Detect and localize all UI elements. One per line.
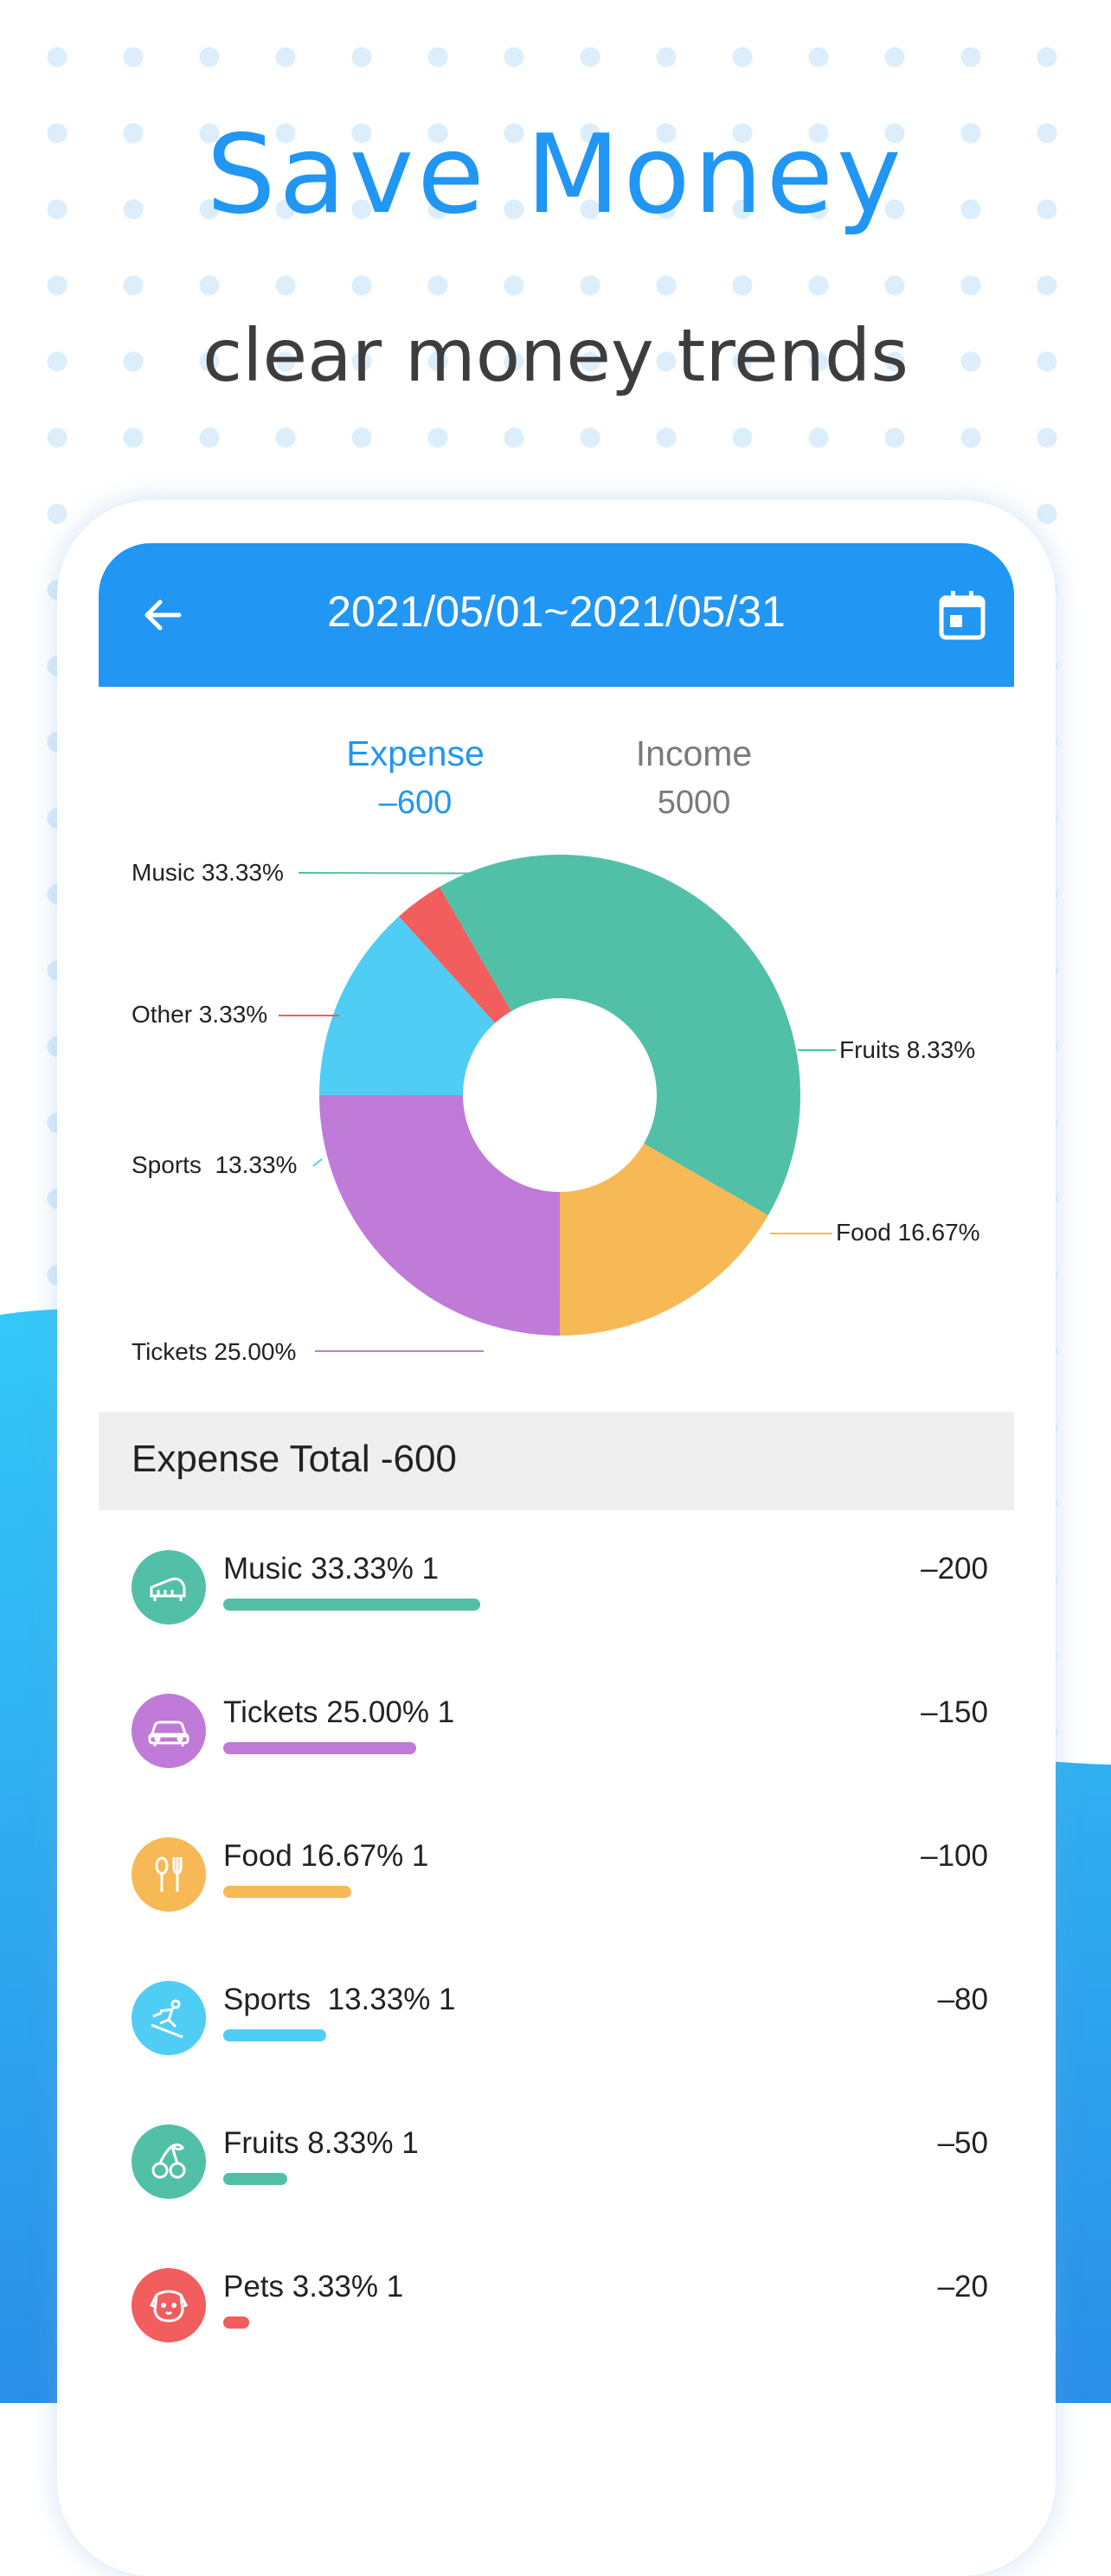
app-screen: 2021/05/01~2021/05/31 Expense –600 Incom… (99, 543, 1014, 2446)
calendar-button[interactable] (934, 587, 990, 643)
chart-label-sports: Sports 13.33% (132, 1151, 297, 1178)
utensils-icon (132, 1837, 206, 1912)
category-amount: –100 (921, 1839, 988, 1873)
chart-label-food: Food 16.67% (836, 1219, 980, 1246)
category-share-bar (223, 1599, 480, 1611)
category-share-bar (223, 1886, 351, 1898)
leader-line-music (298, 872, 558, 875)
category-share-bar (223, 2173, 287, 2185)
donut-slice-food (559, 1143, 768, 1336)
skier-icon (132, 1981, 206, 2055)
tab-expense[interactable]: Expense –600 (311, 734, 519, 822)
car-icon (132, 1694, 206, 1768)
category-share-bar (223, 1742, 416, 1754)
donut-slice-sports (319, 916, 496, 1095)
cherry-icon (132, 2124, 206, 2199)
tab-income[interactable]: Income 5000 (590, 734, 798, 822)
category-amount: –20 (937, 2270, 988, 2304)
chart-label-fruits: Fruits 8.33% (839, 1036, 975, 1063)
expense-donut-chart: Music 33.33% Other 3.33% Sports 13.33% T… (132, 855, 980, 1365)
category-row-sports[interactable]: Sports 13.33% 1 –80 (99, 1972, 1014, 2076)
category-label: Tickets 25.00% 1 (223, 1695, 455, 1729)
arrow-left-icon (144, 599, 182, 631)
dog-icon (132, 2268, 206, 2342)
category-label: Fruits 8.33% 1 (223, 2126, 419, 2160)
category-row-food[interactable]: Food 16.67% 1 –100 (99, 1829, 1014, 1932)
donut-slice-fruits (644, 1095, 800, 1215)
category-label: Music 33.33% 1 (223, 1552, 440, 1586)
chart-label-music: Music 33.33% (132, 859, 284, 886)
calendar-icon (939, 591, 986, 640)
category-row-music[interactable]: Music 33.33% 1 –200 (99, 1541, 1014, 1645)
leader-line-sports (312, 1158, 323, 1167)
headline: Save Money (206, 111, 905, 238)
category-share-bar (223, 2029, 326, 2041)
category-label: Food 16.67% 1 (223, 1839, 429, 1873)
category-amount: –150 (921, 1695, 988, 1729)
back-button[interactable] (137, 589, 189, 641)
chart-label-tickets: Tickets 25.00% (132, 1338, 296, 1365)
category-label: Pets 3.33% 1 (223, 2270, 404, 2304)
tab-income-label: Income (635, 734, 753, 773)
expense-total-label: Expense Total -600 (132, 1438, 457, 1480)
tab-expense-label: Expense (346, 734, 485, 773)
category-row-fruits[interactable]: Fruits 8.33% 1 –50 (99, 2116, 1014, 2220)
category-share-bar (223, 2316, 249, 2329)
donut-slice-tickets (319, 1094, 560, 1336)
chart-label-other: Other 3.33% (132, 1001, 267, 1028)
date-range-title[interactable]: 2021/05/01~2021/05/31 (327, 587, 786, 636)
category-label: Sports 13.33% 1 (223, 1983, 456, 2016)
category-amount: –80 (937, 1983, 988, 2016)
subheadline: clear money trends (202, 313, 909, 398)
tab-income-value: 5000 (657, 785, 731, 821)
top-bar: 2021/05/01~2021/05/31 (99, 543, 1014, 687)
category-row-tickets[interactable]: Tickets 25.00% 1 –150 (99, 1685, 1014, 1789)
donut-slice-other (399, 887, 511, 1023)
tab-expense-value: –600 (378, 785, 453, 821)
donut-slice-music (440, 855, 800, 1095)
category-amount: –50 (937, 2126, 988, 2160)
category-amount: –200 (921, 1552, 988, 1586)
category-row-pets[interactable]: Pets 3.33% 1 –20 (99, 2259, 1014, 2363)
piano-icon (132, 1550, 206, 1624)
expense-total-bar: Expense Total -600 (99, 1412, 1014, 1510)
